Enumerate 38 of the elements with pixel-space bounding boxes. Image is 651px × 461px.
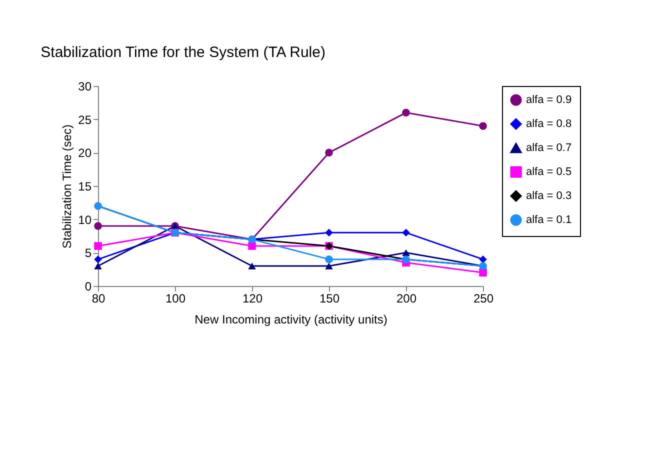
y-tick-label: 20 <box>78 146 92 160</box>
legend-label: alfa = 0.8 <box>526 118 572 130</box>
point <box>94 262 102 270</box>
point <box>325 255 333 264</box>
legend-label: alfa = 0.1 <box>526 214 572 226</box>
point <box>402 249 410 256</box>
point <box>248 262 256 270</box>
point <box>248 242 256 250</box>
point <box>402 108 410 117</box>
y-tick-label: 25 <box>78 112 92 127</box>
point <box>325 262 333 270</box>
x-tick-label: 120 <box>242 292 263 306</box>
x-tick-label: 100 <box>165 292 186 306</box>
chart-title: Stabilization Time for the System (TA Rule) <box>40 44 326 61</box>
y-axis-title: Stabilization Time (sec) <box>60 124 74 249</box>
legend-label: alfa = 0.5 <box>526 166 572 178</box>
point <box>94 242 102 250</box>
x-tick-label: 200 <box>396 292 417 306</box>
legend-label: alfa = 0.9 <box>526 94 572 106</box>
x-tick-label: 150 <box>319 292 340 306</box>
point <box>479 255 487 264</box>
point <box>94 255 102 264</box>
y-tick-label: 30 <box>78 80 92 94</box>
point <box>325 148 333 157</box>
point <box>325 228 333 237</box>
y-tick-label: 15 <box>78 180 92 194</box>
y-tick-label: 0 <box>84 280 92 294</box>
y-tick-label: 5 <box>84 246 92 260</box>
point <box>94 222 102 230</box>
point <box>479 268 487 277</box>
y-tick-label: 10 <box>78 212 92 227</box>
legend-label: alfa = 0.7 <box>526 142 572 154</box>
x-tick-label: 250 <box>473 292 494 306</box>
x-axis-title: New Incoming activity (activity units) <box>194 312 388 326</box>
legend-label: alfa = 0.3 <box>526 190 572 202</box>
x-tick-label: 80 <box>92 292 106 306</box>
point <box>402 228 410 237</box>
point <box>479 122 487 130</box>
